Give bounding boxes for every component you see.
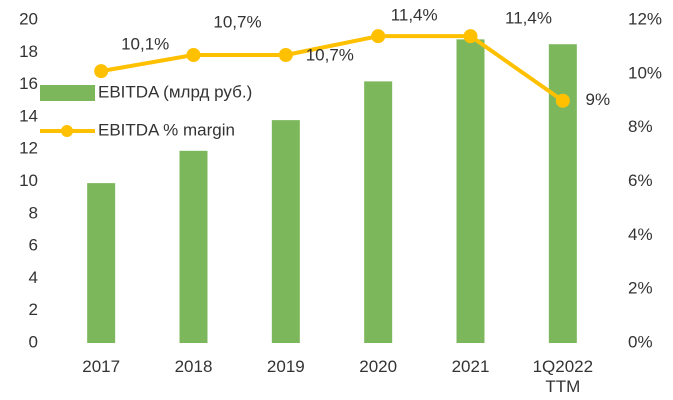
x-tick-line: TTM — [545, 377, 580, 396]
bar — [179, 150, 208, 343]
y-tick-label: 18 — [19, 42, 38, 61]
y-tick-label: 8 — [29, 203, 38, 222]
bar — [271, 120, 300, 343]
y2-tick-label: 2% — [628, 279, 653, 298]
y-tick-label: 16 — [19, 74, 38, 93]
data-label: 9% — [586, 90, 611, 109]
y2-tick-label: 0% — [628, 332, 653, 351]
data-label: 10,7% — [306, 45, 354, 64]
y-tick-label: 0 — [29, 332, 38, 351]
y2-tick-label: 6% — [628, 171, 653, 190]
bar — [87, 183, 116, 343]
x-tick-line: 2021 — [452, 357, 490, 376]
point — [278, 47, 293, 62]
y-tick-label: 6 — [29, 236, 38, 255]
point — [371, 29, 386, 44]
legend-swatch — [40, 85, 95, 101]
x-tick-label: 1Q2022 TTM — [533, 357, 594, 396]
x-tick-label: 2020 — [359, 357, 397, 376]
point — [463, 29, 478, 44]
data-label: 11,4% — [391, 6, 438, 25]
y2-tick-label: 8% — [628, 117, 653, 136]
y2-tick-label: 10% — [628, 63, 662, 82]
x-tick-label: 2017 — [82, 357, 120, 376]
x-tick-label: 2021 — [452, 357, 490, 376]
legend-swatch — [61, 125, 73, 137]
y-tick-label: 4 — [29, 268, 38, 287]
point — [555, 93, 570, 108]
bar — [456, 39, 485, 343]
y-tick-label: 12 — [19, 139, 38, 158]
legend-label: EBITDA (млрд руб.) — [98, 82, 252, 101]
x-tick-label: 2018 — [175, 357, 213, 376]
bar — [364, 81, 393, 344]
x-tick-line: 2017 — [82, 357, 120, 376]
x-tick-line: 2020 — [359, 357, 397, 376]
y-tick-label: 10 — [19, 171, 38, 190]
data-label: 10,7% — [213, 12, 261, 31]
x-tick-line: 2018 — [175, 357, 213, 376]
y-tick-label: 14 — [19, 106, 38, 125]
x-tick-label: 2019 — [267, 357, 305, 376]
y2-tick-label: 12% — [628, 9, 662, 28]
y2-tick-label: 4% — [628, 225, 653, 244]
y-tick-label: 2 — [29, 300, 38, 319]
x-tick-line: 2019 — [267, 357, 305, 376]
data-label: 10,1% — [121, 35, 169, 54]
legend-label: EBITDA % margin — [98, 120, 235, 139]
bar — [548, 44, 577, 343]
point — [94, 64, 109, 79]
point — [186, 47, 201, 62]
y-tick-label: 20 — [19, 9, 38, 28]
data-label: 11,4% — [505, 9, 552, 28]
x-tick-line: 1Q2022 — [533, 357, 594, 376]
line — [100, 34, 564, 103]
